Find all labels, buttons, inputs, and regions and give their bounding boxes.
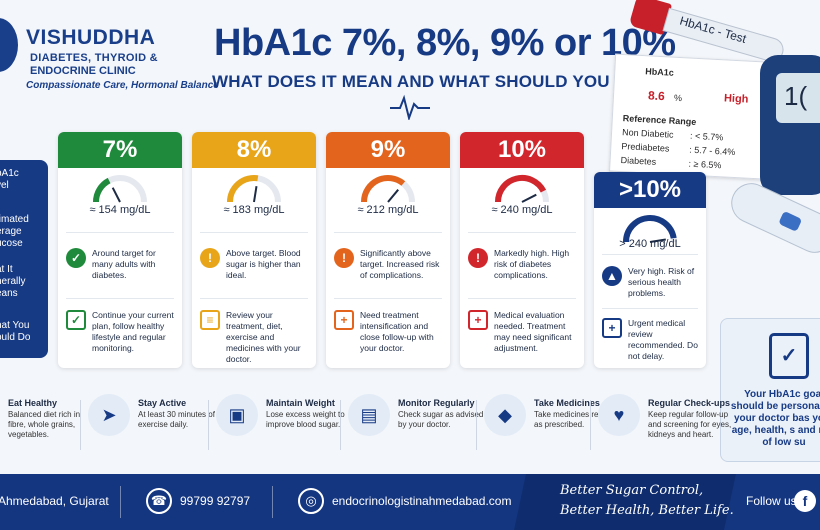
card-action: Review your treatment, diet, exercise an… xyxy=(226,310,301,364)
card-level: 8% xyxy=(192,132,316,168)
clipboard-check-icon: ✓ xyxy=(66,310,86,330)
check-icon: ✓ xyxy=(66,248,86,268)
gauge-icon xyxy=(92,175,147,203)
tip-text: Check sugar as advised by your doctor. xyxy=(398,410,484,429)
report-value: 8.6 xyxy=(647,88,666,104)
tip-title: Regular Check-ups xyxy=(648,398,731,408)
page-subtitle: WHAT DOES IT MEAN AND WHAT SHOULD YOU DO… xyxy=(212,72,652,91)
gauge-icon xyxy=(494,175,549,203)
warning-icon: ! xyxy=(200,248,220,268)
facebook-icon[interactable]: f xyxy=(794,490,816,512)
report-reference-title: Reference Range xyxy=(622,113,697,127)
doctor-icon: + xyxy=(602,318,622,338)
card-meaning: Above target. Blood sugar is higher than… xyxy=(226,248,301,280)
alert-icon: ! xyxy=(468,248,488,268)
report-unit: % xyxy=(673,92,683,104)
card-glucose: > 240 mg/dL xyxy=(619,238,681,250)
lab-report: HbA1c 8.6 % High Reference Range Non Dia… xyxy=(609,53,785,181)
report-row-range: : 5.7 - 6.4% xyxy=(689,144,736,158)
gauge-icon xyxy=(361,175,415,203)
clinic-subtitle-line2: ENDOCRINE CLINIC xyxy=(30,65,136,77)
running-icon: ➤ xyxy=(88,394,130,436)
card-action: Urgent medical review recommended. Do no… xyxy=(628,318,698,361)
hba1c-card: 7% ≈ 154 mg/dL ✓ Around target for many adu… xyxy=(58,132,182,368)
follow-us-label: Follow us xyxy=(746,494,797,508)
tip-title: Stay Active xyxy=(138,398,187,408)
tip-text: Lose excess weight to improve blood suga… xyxy=(266,410,345,429)
alert-icon: ! xyxy=(334,248,354,268)
card-glucose: ≈ 154 mg/dL xyxy=(89,204,151,216)
tip-text: At least 30 minutes of exercise daily. xyxy=(138,410,215,429)
clinic-tagline: Compassionate Care, Hormonal Balance xyxy=(26,80,219,91)
scale-icon: ▣ xyxy=(216,394,258,436)
tip-title: Take Medicines xyxy=(534,398,600,408)
hba1c-card: >10% > 240 mg/dL ▲ Very high. Risk of serio… xyxy=(594,172,706,368)
card-level: 10% xyxy=(460,132,584,168)
card-glucose: ≈ 212 mg/dL xyxy=(357,204,419,216)
report-row-range: : < 5.7% xyxy=(689,130,724,143)
tip-text: Take medicines regularly as prescribed. xyxy=(534,410,623,429)
gauge-icon xyxy=(623,215,677,243)
slogan-line2: Better Health, Better Life. xyxy=(560,503,734,518)
tip-title: Maintain Weight xyxy=(266,398,335,408)
phone-icon: ☎ xyxy=(146,488,172,514)
card-action: Continue your current plan, follow healt… xyxy=(92,310,174,353)
card-meaning: Around target for many adults with diabe… xyxy=(92,248,156,280)
meter-reading: 1( xyxy=(784,81,808,111)
gauge-icon xyxy=(227,175,281,203)
side-label-level: bA1c vel xyxy=(0,168,19,191)
ecg-line-icon xyxy=(390,94,430,120)
side-label-glucose: timated erage ucose xyxy=(0,214,29,249)
report-flag: High xyxy=(723,92,749,106)
card-level: 9% xyxy=(326,132,450,168)
footer: Ahmedabad, Gujarat ☎ 99799 92797 ◎ endoc… xyxy=(0,474,820,530)
footer-location: Ahmedabad, Gujarat xyxy=(0,494,109,508)
card-level: 7% xyxy=(58,132,182,168)
card-glucose: ≈ 183 mg/dL xyxy=(223,204,285,216)
report-row-label: Non Diabetic xyxy=(621,127,674,140)
doctor-icon: + xyxy=(334,310,354,330)
footer-phone[interactable]: 99799 92797 xyxy=(180,494,251,508)
page-title: HbA1c 7%, 8%, 9% or 10% xyxy=(214,22,676,64)
card-meaning: Markedly high. High risk of diabetes com… xyxy=(494,248,570,280)
side-label-means: at It nerally eans xyxy=(0,264,26,299)
clinic-logo-icon xyxy=(0,18,18,72)
card-action: Need treatment intensification and close… xyxy=(360,310,434,353)
pills-icon: ◆ xyxy=(484,394,526,436)
glucometer-icon: ▤ xyxy=(348,394,390,436)
tip-title: Eat Healthy xyxy=(8,398,58,408)
goal-text: Your HbA1c goal should be personal by yo… xyxy=(730,389,820,448)
medical-shield-icon: + xyxy=(468,310,488,330)
siren-icon: ▲ xyxy=(602,266,622,286)
footer-slogan: Better Sugar Control, Better Health, Bet… xyxy=(560,481,734,521)
globe-icon: ◎ xyxy=(298,488,324,514)
clipboard-list-icon: ≡ xyxy=(200,310,220,330)
goal-box: ✓ Your HbA1c goal should be personal by … xyxy=(720,318,820,462)
report-test-name: HbA1c xyxy=(645,66,675,78)
slogan-line1: Better Sugar Control, xyxy=(560,483,704,498)
tip-title: Monitor Regularly xyxy=(398,398,475,408)
hba1c-card: 9% ≈ 212 mg/dL! Significantly above target… xyxy=(326,132,450,368)
hba1c-card: 10% ≈ 240 mg/dL! Markedly high. High risk … xyxy=(460,132,584,368)
clinic-name: VISHUDDHA xyxy=(26,26,156,49)
report-row-range: : ≥ 6.5% xyxy=(688,158,722,171)
card-action: Medical evaluation needed. Treatment may… xyxy=(494,310,572,353)
glucometer-device-icon: 1( xyxy=(760,55,820,195)
clinic-subtitle-line1: DIABETES, THYROID & xyxy=(30,52,158,64)
footer-website[interactable]: endocrinologistinahmedabad.com xyxy=(332,494,512,508)
tip-text: Balanced diet rich in fibre, whole grain… xyxy=(8,410,81,439)
row-labels-bar: bA1c vel timated erage ucose at It neral… xyxy=(0,160,48,358)
report-row-label: Diabetes xyxy=(620,155,657,167)
tip-text: Keep regular follow-up and screening for… xyxy=(648,410,732,439)
heart-hand-icon: ♥ xyxy=(598,394,640,436)
report-row-label: Prediabetes xyxy=(621,141,670,154)
card-meaning: Significantly above target. Increased ri… xyxy=(360,248,440,280)
clipboard-check-icon: ✓ xyxy=(769,333,809,379)
card-meaning: Very high. Risk of serious health proble… xyxy=(628,266,695,298)
card-level: >10% xyxy=(594,172,706,208)
side-label-todo: hat You ould Do xyxy=(0,320,31,343)
card-glucose: ≈ 240 mg/dL xyxy=(491,204,553,216)
hba1c-card: 8% ≈ 183 mg/dL! Above target. Blood sugar … xyxy=(192,132,316,368)
